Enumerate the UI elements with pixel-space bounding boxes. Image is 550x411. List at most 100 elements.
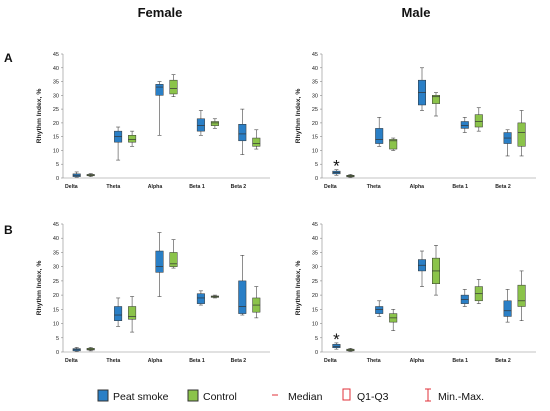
box-control-theta [389, 137, 398, 151]
category-label-alpha: Alpha [148, 184, 163, 190]
y-axis-label: Rhythm Index, % [36, 89, 43, 144]
legend: Peat smoke Control Median Q1-Q3 Min.-Max… [97, 388, 484, 403]
y-tick-label: 5 [56, 336, 59, 342]
box-control-delta [86, 173, 95, 177]
category-label-delta: Delta [324, 184, 337, 190]
category-label-beta-2: Beta 2 [495, 184, 511, 190]
category-label-delta: Delta [324, 358, 337, 364]
iqr-box [210, 121, 219, 126]
y-tick-label: 20 [312, 121, 318, 127]
y-tick-label: 25 [312, 107, 318, 113]
category-label-beta-1: Beta 1 [452, 184, 468, 190]
box-peat-smoke-beta-2 [503, 289, 512, 323]
box-peat-smoke-alpha [155, 81, 164, 136]
y-tick-label: 0 [56, 350, 59, 356]
iqr-box [375, 306, 384, 314]
y-tick-label: 45 [53, 52, 59, 58]
y-tick-label: 40 [312, 66, 318, 72]
y-tick-label: 35 [53, 80, 59, 86]
box-control-beta-2 [517, 270, 526, 322]
box-control-beta-1 [474, 279, 483, 304]
y-tick-label: 35 [53, 250, 59, 256]
box-peat-smoke-beta-1 [460, 117, 469, 133]
y-tick-label: 5 [315, 336, 318, 342]
box-peat-smoke-theta [114, 126, 123, 161]
box-peat-smoke-alpha [155, 232, 164, 297]
y-tick-label: 0 [315, 350, 318, 356]
significance-star: * [333, 330, 340, 349]
category-label-theta: Theta [367, 184, 381, 190]
box-peat-smoke-theta [375, 300, 384, 317]
iqr-box [238, 280, 247, 314]
iqr-box [517, 284, 526, 307]
box-control-alpha [432, 92, 440, 117]
box-peat-smoke-delta [332, 169, 341, 176]
iqr-box [196, 293, 205, 304]
category-label-alpha: Alpha [410, 358, 425, 364]
iqr-box [375, 128, 384, 144]
y-tick-label: 20 [53, 121, 59, 127]
legend-control-swatch [187, 389, 199, 402]
y-tick-label: 15 [53, 307, 59, 313]
y-tick-label: 30 [312, 265, 318, 271]
category-label-beta-2: Beta 2 [231, 184, 247, 190]
box-control-beta-2 [252, 129, 261, 150]
iqr-box [460, 121, 469, 129]
y-tick-label: 0 [56, 176, 59, 182]
box-control-beta-1 [210, 294, 219, 299]
y-tick-label: 45 [312, 222, 318, 228]
y-tick-label: 30 [312, 93, 318, 99]
box-control-beta-2 [517, 110, 526, 157]
significance-star: * [333, 156, 340, 175]
y-tick-label: 5 [56, 162, 59, 168]
legend-peat-smoke-swatch [97, 389, 109, 402]
iqr-box [155, 250, 164, 273]
y-tick-label: 10 [312, 148, 318, 154]
box-peat-smoke-theta [375, 117, 384, 147]
y-axis-label: Rhythm Index, % [295, 89, 302, 144]
iqr-box [169, 79, 178, 95]
iqr-box [128, 135, 137, 143]
panel-a-female: 0 5 10 15 20 25 30 35 40 45 Rhythm Index, % Delta Th… [36, 52, 270, 190]
legend-iqr-label: Q1-Q3 [357, 391, 389, 403]
y-tick-label: 45 [53, 222, 59, 228]
box-control-theta [128, 296, 137, 333]
legend-range-label: Min.-Max. [438, 391, 484, 403]
category-label-beta-1: Beta 1 [189, 184, 205, 190]
category-label-alpha: Alpha [148, 358, 163, 364]
y-tick-label: 30 [53, 93, 59, 99]
legend-median-label: Median [288, 391, 323, 403]
y-tick-label: 5 [315, 162, 318, 168]
y-tick-label: 0 [315, 176, 318, 182]
y-tick-label: 15 [312, 307, 318, 313]
iqr-box [432, 95, 440, 104]
y-tick-label: 15 [312, 135, 318, 141]
iqr-box [503, 300, 512, 317]
y-axis-label: Rhythm Index, % [295, 261, 302, 316]
box-peat-smoke-delta [332, 342, 341, 350]
category-label-theta: Theta [106, 184, 120, 190]
row-label-a: A [4, 51, 13, 65]
iqr-box [155, 84, 164, 96]
box-peat-smoke-beta-1 [196, 290, 205, 306]
box-control-theta [389, 309, 398, 331]
box-peat-smoke-beta-2 [238, 254, 247, 316]
box-peat-smoke-beta-2 [238, 108, 247, 155]
y-tick-label: 35 [312, 250, 318, 256]
y-tick-label: 30 [53, 265, 59, 271]
box-control-alpha [169, 239, 178, 269]
y-tick-label: 20 [53, 293, 59, 299]
box-control-beta-1 [474, 107, 483, 132]
iqr-box [474, 114, 483, 128]
iqr-box [196, 118, 205, 132]
box-peat-smoke-alpha [418, 67, 426, 111]
y-tick-label: 25 [53, 107, 59, 113]
box-peat-smoke-theta [114, 297, 123, 327]
iqr-box [128, 306, 137, 320]
box-control-delta [86, 347, 95, 352]
box-peat-smoke-delta [72, 171, 81, 178]
category-label-theta: Theta [367, 358, 381, 364]
box-control-alpha [432, 245, 440, 296]
iqr-box [169, 252, 178, 267]
y-axis-label: Rhythm Index, % [36, 261, 43, 316]
